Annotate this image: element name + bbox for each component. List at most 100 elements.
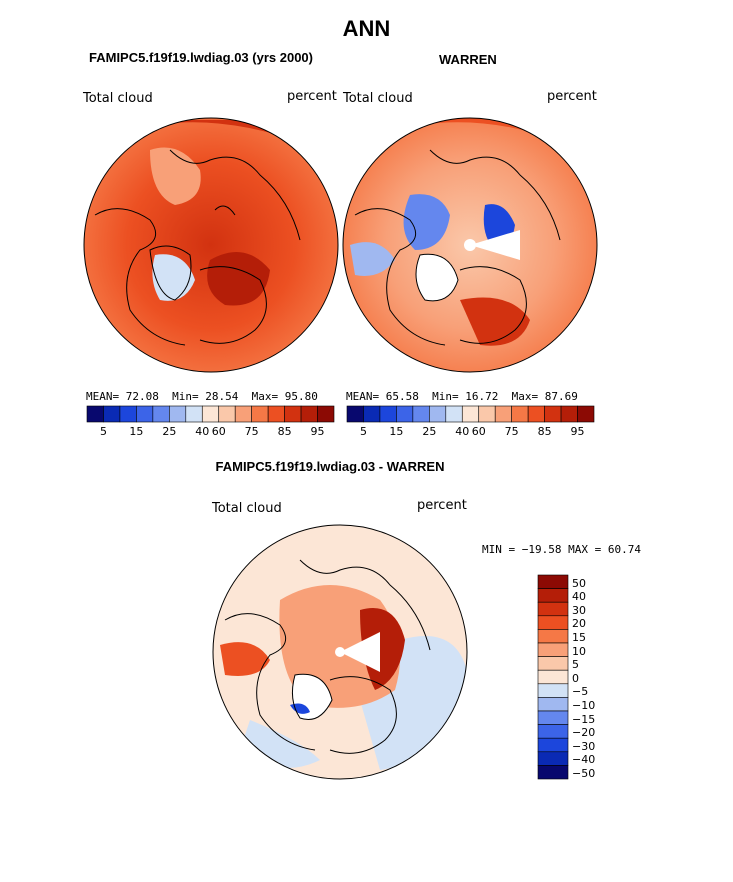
colorbar-right (346, 405, 595, 423)
left-max-value: 95.80 (284, 390, 318, 403)
colorbar-right-swatch (511, 405, 529, 423)
right-min-label: Min= (432, 390, 459, 403)
left-units-label: percent (287, 89, 337, 104)
colorbar-right-tick-label: 85 (537, 425, 552, 438)
colorbar-diff-swatch (537, 629, 569, 644)
colorbar-right-swatch (363, 405, 381, 423)
colorbar-left-swatch (201, 405, 220, 423)
colorbar-diff-tick-label: 40 (572, 590, 586, 604)
colorbar-right-tick-label: 60 (471, 425, 486, 438)
right-min-value: 16.72 (465, 390, 499, 403)
colorbar-right-swatch (396, 405, 414, 423)
colorbar-diff-swatch (537, 656, 569, 671)
colorbar-left-tick-label: 95 (310, 425, 325, 438)
diff-variable-label: Total cloud (212, 501, 282, 516)
colorbar-diff-tick-label: −50 (572, 767, 596, 780)
colorbar-diff-tick-label: 5 (572, 658, 579, 672)
colorbar-right-tick-label: 25 (422, 425, 437, 438)
left-max-label: Max= (251, 390, 279, 403)
diff-map-red-west (220, 642, 270, 676)
colorbar-right-swatch (429, 405, 447, 423)
right-panel-subtitle: WARREN (439, 52, 497, 67)
colorbar-diff-tick-label: 20 (572, 617, 586, 631)
colorbar-right-swatch (379, 405, 397, 423)
colorbar-diff-tick-label: 10 (572, 644, 586, 658)
colorbar-diff-swatch (537, 642, 569, 657)
colorbar-diff-swatch (537, 615, 569, 630)
colorbar-right-swatch (461, 405, 480, 423)
colorbar-right-tick-label: 40 (455, 425, 470, 438)
colorbar-left-swatch (136, 405, 154, 423)
colorbar-right-tick-label: 95 (570, 425, 585, 438)
colorbar-diff-tick-label: −30 (572, 739, 596, 753)
left-min-label: Min= (172, 390, 199, 403)
colorbar-diff-swatch (537, 737, 569, 753)
colorbar-diff-swatch (537, 724, 569, 739)
colorbar-right-tick-label: 5 (359, 425, 367, 438)
colorbar-right-swatch (412, 405, 430, 423)
colorbar-diff-tick-label: −40 (572, 753, 596, 767)
colorbar-diff-swatch (537, 710, 569, 725)
right-map-pole-hole (464, 239, 476, 251)
colorbar-left-swatch (267, 405, 285, 423)
diff-units-label: percent (417, 498, 467, 513)
colorbar-left (86, 405, 335, 423)
right-variable-label: Total cloud (343, 91, 413, 106)
colorbar-left-swatch (251, 405, 269, 423)
right-map-high-cloud-patch (460, 297, 530, 346)
left-map-border (83, 117, 339, 373)
colorbar-diff-swatch (537, 669, 569, 685)
diff-map-pole-hole (335, 647, 345, 657)
colorbar-left-tick-label: 60 (211, 425, 226, 438)
colorbar-diff-tick-label: 30 (572, 603, 586, 617)
colorbar-left-swatch (152, 405, 170, 423)
left-polar-map (84, 118, 338, 372)
right-map-missing-wedge (470, 230, 520, 260)
right-map-coastlines (354, 149, 561, 346)
left-stats: MEAN= 72.08 Min= 28.54 Max= 95.80 (86, 390, 318, 403)
colorbar-right-swatch (445, 405, 463, 423)
right-map-blue-patch-outer (350, 242, 395, 276)
colorbar-left-swatch (300, 405, 318, 423)
diff-map-darkred-east (360, 608, 405, 690)
left-min-value: 28.54 (205, 390, 239, 403)
colorbar-diff-tick-label: −10 (572, 699, 596, 712)
colorbar-right-tick-label: 15 (389, 425, 404, 438)
colorbar-left-swatch (284, 405, 302, 423)
colorbar-left-swatch (119, 405, 137, 423)
colorbar-diff-tick-label: −5 (572, 685, 589, 699)
colorbar-diff-tick-label: 0 (572, 671, 579, 685)
diff-minmax: MIN = −19.58 MAX = 60.74 (482, 543, 641, 556)
left-variable-label: Total cloud (83, 91, 153, 106)
right-units-label: percent (547, 89, 597, 104)
left-map-coastlines (94, 149, 301, 346)
colorbar-diff-swatch (537, 697, 569, 712)
right-mean-value: 65.58 (385, 390, 419, 403)
diff-map-missing-wedge (340, 632, 380, 672)
colorbar-diff-swatch (537, 765, 569, 780)
colorbar-left-swatch (103, 405, 121, 423)
colorbar-left-tick-label: 75 (244, 425, 259, 438)
colorbar-diff-tick-label: −20 (572, 726, 596, 740)
left-map-high-cloud-patch (207, 252, 270, 306)
colorbar-left-swatch (169, 405, 187, 423)
colorbar-left-tick-label: 25 (162, 425, 177, 438)
colorbar-right-swatch (527, 405, 545, 423)
right-stats: MEAN= 65.58 Min= 16.72 Max= 87.69 (346, 390, 578, 403)
colorbar-left-tick-label: 40 (195, 425, 210, 438)
colorbar-right-swatch (544, 405, 562, 423)
colorbar-right-swatch (346, 405, 364, 423)
colorbar-left-swatch (218, 405, 236, 423)
colorbar-diff-tick-label: −15 (572, 712, 596, 726)
colorbar-diff-swatch (537, 588, 569, 603)
diff-map-blue-patch-greenland (290, 703, 310, 714)
diff-map-coastlines (224, 559, 431, 754)
colorbar-diff-swatch (537, 601, 569, 617)
colorbar-right-swatch (494, 405, 512, 423)
left-map-greenland-patch (152, 254, 195, 301)
page-title: ANN (342, 16, 391, 41)
colorbar-right-tick-label: 75 (504, 425, 519, 438)
colorbar-diff-tick-label: 50 (572, 576, 586, 590)
